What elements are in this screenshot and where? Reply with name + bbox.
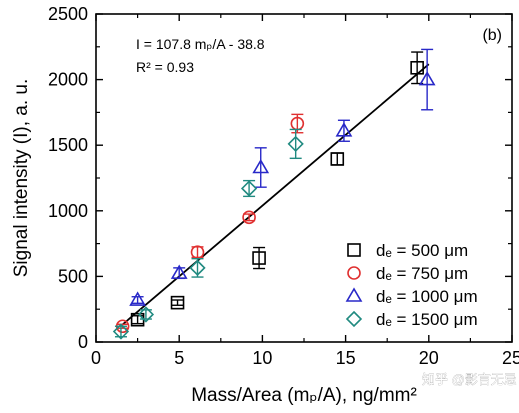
data-point-diamond [112,323,130,340]
data-point-triangle [252,158,270,174]
y-tick-label: 0 [78,332,88,352]
data-series [112,48,436,340]
x-tick-label: 15 [336,348,356,368]
y-tick-label: 1500 [48,135,88,155]
data-point-triangle [335,122,353,137]
legend: dₑ = 500 μm dₑ = 750 μm dₑ = 1000 μm dₑ = 1… [345,241,478,329]
data-point-diamond [189,259,206,277]
y-tick-label: 500 [58,266,88,286]
legend-label: dₑ = 750 μm [376,264,468,283]
data-point-diamond [287,135,304,153]
data-point-diamond [240,180,258,197]
watermark: 知乎 @影言无忌 [422,372,517,387]
fit-line [120,63,430,327]
legend-marker-triangle [345,287,363,302]
data-point-circle [242,210,256,225]
legend-label: dₑ = 1000 μm [376,287,478,306]
panel-label: (b) [482,27,502,44]
legend-marker-diamond [345,310,363,328]
legend-marker-square [347,243,361,257]
data-point-diamond [137,306,155,323]
x-tick-labels: 0 5 10 15 20 25 [91,348,519,368]
x-tick-label: 20 [419,348,439,368]
x-tick-label: 0 [91,348,101,368]
legend-label: dₑ = 500 μm [376,241,468,260]
y-tick-label: 2000 [48,70,88,90]
y-axis-title: Signal intensity (I), a. u. [11,79,32,278]
x-tick-label: 5 [174,348,184,368]
series-triangle [129,48,436,306]
data-point-triangle [170,264,188,279]
data-point-square [170,295,185,310]
data-point-triangle [418,71,436,86]
data-point-square [410,60,424,75]
y-tick-label: 2500 [48,4,88,24]
fit-equation: I = 107.8 mₚ/A - 38.8 [136,36,265,52]
x-tick-label: 25 [502,348,519,368]
series-circle [115,113,305,334]
data-point-square [252,251,266,265]
series-square [130,51,424,327]
y-tick-labels: 0 500 1000 1500 2000 2500 [48,4,88,352]
r-squared: R² = 0.93 [136,59,194,75]
x-axis-title: Mass/Area (mₚ/A), ng/mm² [191,385,417,406]
axis-ticks [95,13,513,343]
series-diamond [112,128,304,340]
data-point-triangle [129,291,146,306]
data-point-square [330,152,345,166]
legend-marker-circle [347,266,361,280]
legend-label: dₑ = 1500 μm [376,310,478,329]
x-tick-label: 10 [252,348,272,368]
y-tick-label: 1000 [48,201,88,221]
